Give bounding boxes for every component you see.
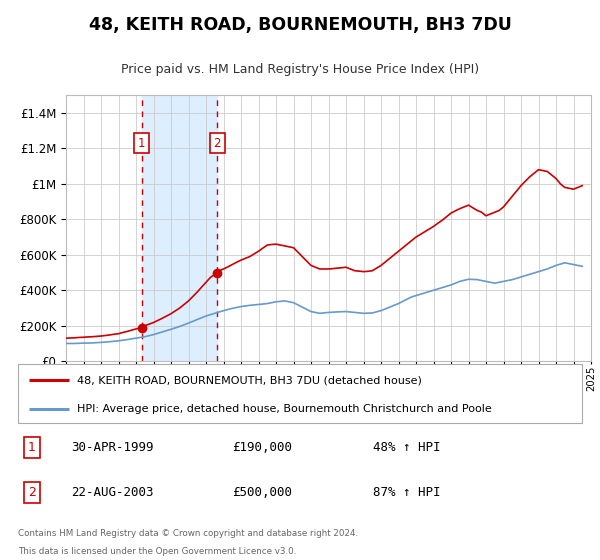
Text: 48, KEITH ROAD, BOURNEMOUTH, BH3 7DU (detached house): 48, KEITH ROAD, BOURNEMOUTH, BH3 7DU (de… [77,375,422,385]
Text: Price paid vs. HM Land Registry's House Price Index (HPI): Price paid vs. HM Land Registry's House … [121,63,479,76]
Text: 48, KEITH ROAD, BOURNEMOUTH, BH3 7DU: 48, KEITH ROAD, BOURNEMOUTH, BH3 7DU [89,16,511,34]
Text: 30-APR-1999: 30-APR-1999 [71,441,154,454]
Text: £190,000: £190,000 [232,441,292,454]
Text: 1: 1 [28,441,36,454]
Text: 87% ↑ HPI: 87% ↑ HPI [373,486,441,499]
Text: This data is licensed under the Open Government Licence v3.0.: This data is licensed under the Open Gov… [18,548,296,557]
Text: 22-AUG-2003: 22-AUG-2003 [71,486,154,499]
Bar [142,95,217,361]
Text: HPI: Average price, detached house, Bournemouth Christchurch and Poole: HPI: Average price, detached house, Bour… [77,404,492,414]
Text: 48% ↑ HPI: 48% ↑ HPI [373,441,441,454]
Text: 2: 2 [28,486,36,499]
Text: Contains HM Land Registry data © Crown copyright and database right 2024.: Contains HM Land Registry data © Crown c… [18,529,358,538]
FancyBboxPatch shape [18,364,582,423]
Text: £500,000: £500,000 [232,486,292,499]
Text: 1: 1 [138,137,146,150]
Text: 2: 2 [214,137,221,150]
